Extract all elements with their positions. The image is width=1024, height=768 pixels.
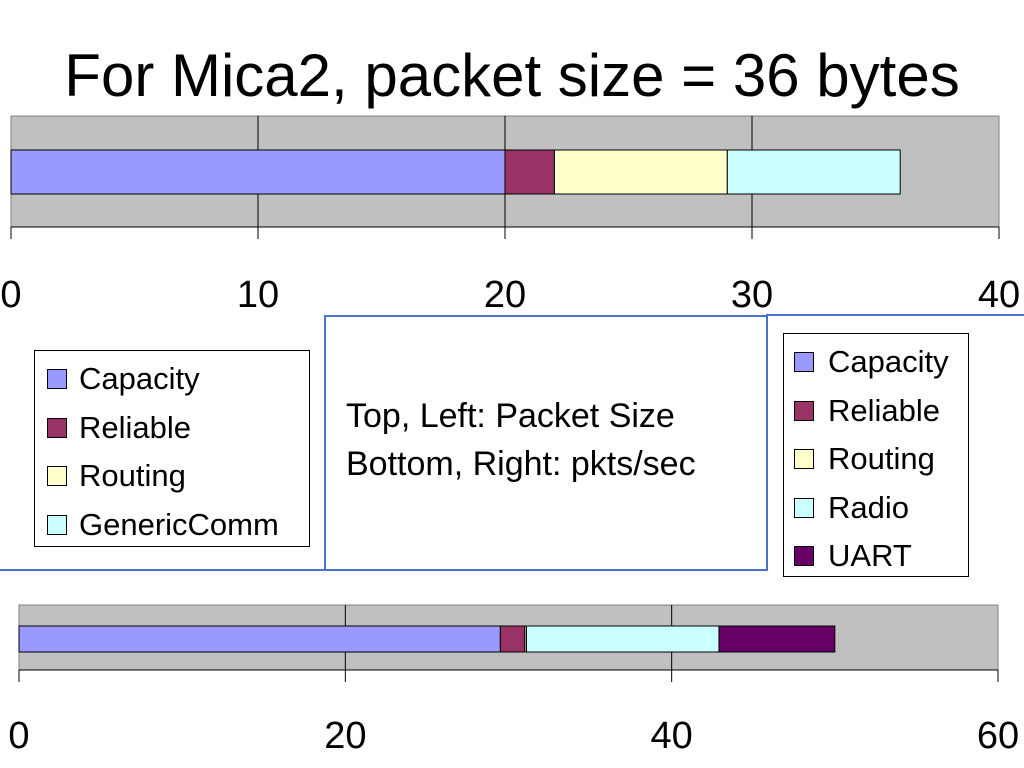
legend-item-routing: Routing xyxy=(784,439,968,479)
legend-label: Capacity xyxy=(828,344,949,379)
divider-left xyxy=(0,569,326,571)
bar-segment-capacity xyxy=(10,149,506,195)
x-tick-label: 60 xyxy=(976,715,1020,757)
page-title: For Mica2, packet size = 36 bytes xyxy=(64,42,960,109)
legend-item-uart: UART xyxy=(784,536,968,576)
legend-swatch xyxy=(794,352,814,372)
x-tick-label: 40 xyxy=(977,274,1021,316)
legend-bottom-chart: Capacity Reliable Routing Radio UART xyxy=(783,333,969,577)
legend-swatch xyxy=(47,514,67,535)
legend-item-capacity: Capacity xyxy=(784,342,968,382)
divider-right xyxy=(766,314,1024,316)
legend-item-reliable: Reliable xyxy=(784,391,968,431)
legend-swatch xyxy=(47,466,67,486)
x-tick-label: 30 xyxy=(730,274,774,316)
legend-top-chart: Capacity Reliable Routing GenericComm xyxy=(34,350,310,547)
x-tick-label: 20 xyxy=(483,274,527,316)
bar-segment-capacity xyxy=(18,625,501,653)
legend-label: UART xyxy=(828,538,912,573)
legend-item-capacity: Capacity xyxy=(35,359,309,399)
legend-item-reliable: Reliable xyxy=(35,408,309,448)
legend-label: Reliable xyxy=(828,392,941,428)
bar-segment-genericcomm xyxy=(726,149,901,195)
legend-swatch xyxy=(47,417,67,438)
note-box: Top, Left: Packet Size Bottom, Right: pk… xyxy=(324,315,768,571)
x-tick-label: 0 xyxy=(0,274,22,316)
legend-item-genericcomm: GenericComm xyxy=(35,505,309,545)
legend-item-radio: Radio xyxy=(784,488,968,528)
legend-swatch xyxy=(794,546,814,566)
legend-swatch xyxy=(47,369,67,389)
legend-item-routing: Routing xyxy=(35,456,309,496)
legend-label: Routing xyxy=(79,458,186,493)
legend-label: Radio xyxy=(828,489,909,525)
legend-label: Routing xyxy=(828,441,935,476)
bar-segment-routing xyxy=(553,149,728,195)
bar-segment-reliable xyxy=(504,149,555,195)
legend-label: Reliable xyxy=(79,409,192,445)
bar-segment-reliable xyxy=(499,625,526,653)
legend-swatch xyxy=(794,449,814,469)
note-line-1: Top, Left: Packet Size xyxy=(346,397,675,435)
x-tick-label: 40 xyxy=(650,715,693,757)
legend-label: GenericComm xyxy=(79,506,279,542)
legend-label: Capacity xyxy=(79,361,200,396)
bar-segment-uart xyxy=(718,625,836,653)
legend-swatch xyxy=(794,400,814,421)
bar-segment-radio xyxy=(525,625,720,653)
note-line-2: Bottom, Right: pkts/sec xyxy=(346,445,696,483)
x-tick-label: 10 xyxy=(236,274,280,316)
x-tick-label: 0 xyxy=(8,715,30,757)
legend-swatch xyxy=(794,497,814,518)
x-tick-label: 20 xyxy=(324,715,367,757)
